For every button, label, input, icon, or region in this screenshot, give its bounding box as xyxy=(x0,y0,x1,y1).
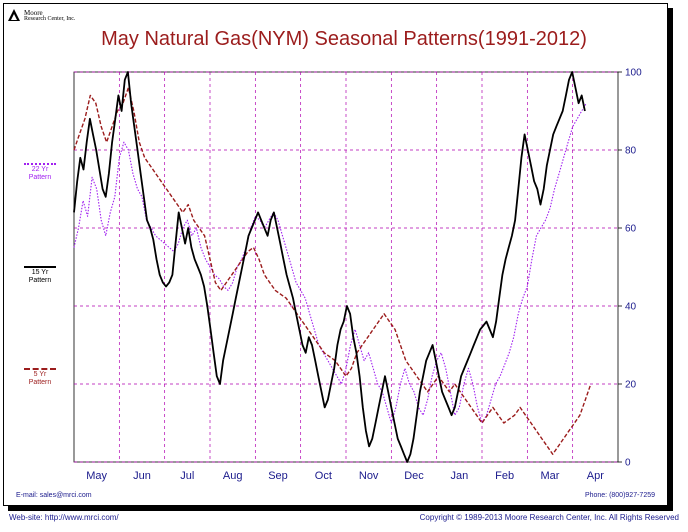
logo-subname: Research Center, Inc. xyxy=(24,16,76,22)
y-tick-label: 100 xyxy=(625,68,642,79)
chart-page xyxy=(3,3,668,506)
legend-5yr-swatch xyxy=(24,368,56,370)
x-tick-label: Oct xyxy=(315,470,332,482)
footer-website[interactable]: Web-site: http://www.mrci.com/ xyxy=(9,513,119,522)
y-tick-label: 40 xyxy=(625,302,637,313)
legend-15yr-swatch xyxy=(24,266,56,268)
x-tick-label: Jan xyxy=(450,470,468,482)
legend-22yr-line2: Pattern xyxy=(28,174,52,181)
series-line-22-yr-pattern xyxy=(73,102,587,424)
x-tick-label: Sep xyxy=(268,470,288,482)
legend-15yr: 15 Yr Pattern xyxy=(12,266,68,285)
x-tick-label: Feb xyxy=(495,470,514,482)
y-tick-label: 60 xyxy=(625,224,637,235)
x-tick-label: Nov xyxy=(359,470,379,482)
series-line-5-yr-pattern xyxy=(73,86,592,455)
series-line-15-yr-pattern xyxy=(73,71,586,463)
logo-mark-icon xyxy=(8,9,20,21)
x-tick-label: Aug xyxy=(223,470,243,482)
legend-22yr: 22 Yr Pattern xyxy=(12,163,68,182)
x-tick-label: Jul xyxy=(180,470,194,482)
moore-logo: Moore Research Center, Inc. xyxy=(7,7,75,29)
x-tick-label: Apr xyxy=(587,470,604,482)
legend-5yr-line2: Pattern xyxy=(28,379,52,386)
footer-copyright: Copyright © 1989-2013 Moore Research Cen… xyxy=(419,513,679,522)
legend-22yr-line1: 22 Yr xyxy=(31,166,49,173)
y-tick-label: 80 xyxy=(625,146,637,157)
footer-phone: Phone: (800)927-7259 xyxy=(584,492,655,499)
legend-5yr: 5 Yr Pattern xyxy=(12,368,68,387)
x-tick-label: Mar xyxy=(541,470,560,482)
y-tick-label: 20 xyxy=(625,380,637,391)
x-tick-label: May xyxy=(86,470,107,482)
legend-22yr-swatch xyxy=(24,163,56,165)
x-tick-label: Dec xyxy=(404,470,424,482)
y-tick-label: 0 xyxy=(625,458,631,469)
logo-name: Moore xyxy=(24,9,43,17)
legend-15yr-line1: 15 Yr xyxy=(31,269,49,276)
legend-5yr-line1: 5 Yr xyxy=(33,371,47,378)
x-tick-label: Jun xyxy=(133,470,151,482)
legend-15yr-line2: Pattern xyxy=(28,277,52,284)
footer-email[interactable]: E-mail: sales@mrci.com xyxy=(16,492,92,499)
chart-title: May Natural Gas(NYM) Seasonal Patterns(1… xyxy=(101,28,587,50)
